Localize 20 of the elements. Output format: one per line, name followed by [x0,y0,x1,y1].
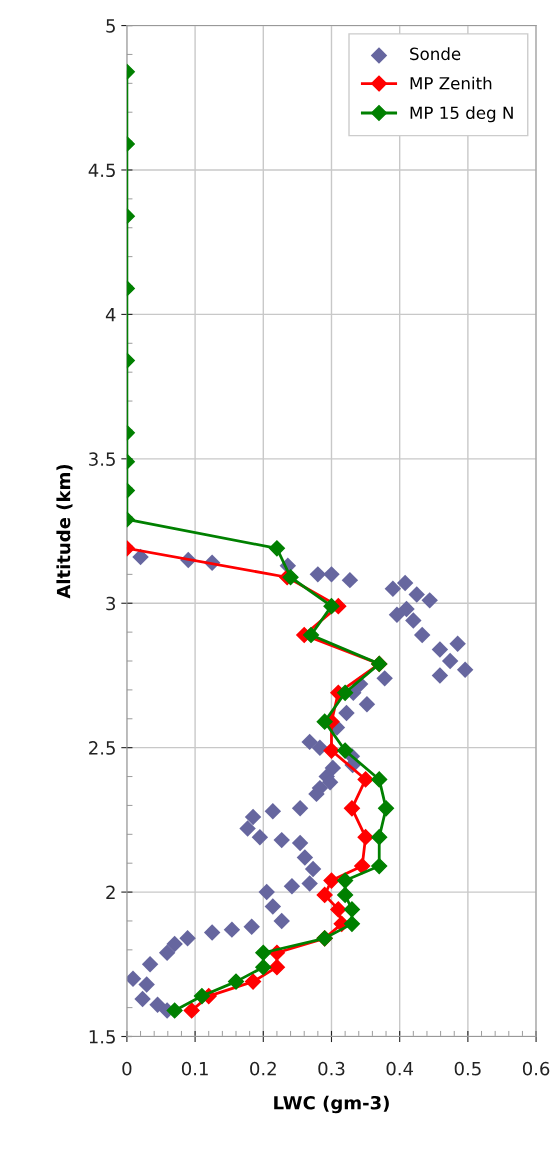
legend-label: Sonde [410,47,461,61]
x-tick-label: 0.3 [318,1061,345,1076]
x-tick-label: 0.6 [522,1061,550,1076]
x-axis-title: LWC (gm-3) [274,1095,389,1114]
y-tick-label: 4 [105,308,116,322]
y-tick-label: 5 [106,19,115,33]
y-tick-label: 2.5 [89,741,115,755]
x-tick-label: 0.4 [386,1061,414,1076]
y-tick-label: 3 [106,596,116,611]
x-tick-label: 0.1 [181,1061,208,1076]
y-tick-label: 4.5 [88,163,115,178]
y-tick-label: 1.5 [89,1030,115,1044]
y-tick-label: 3.5 [89,452,115,466]
x-tick-label: 0.2 [250,1061,276,1076]
legend-label: MP 15 deg N [410,106,513,123]
legend-label: MP Zenith [410,76,492,90]
x-tick-label: 0 [122,1061,132,1076]
x-tick-label: 0.5 [454,1061,481,1076]
y-axis-title: Altitude (km) [56,464,73,599]
y-tick-label: 2 [106,885,115,899]
